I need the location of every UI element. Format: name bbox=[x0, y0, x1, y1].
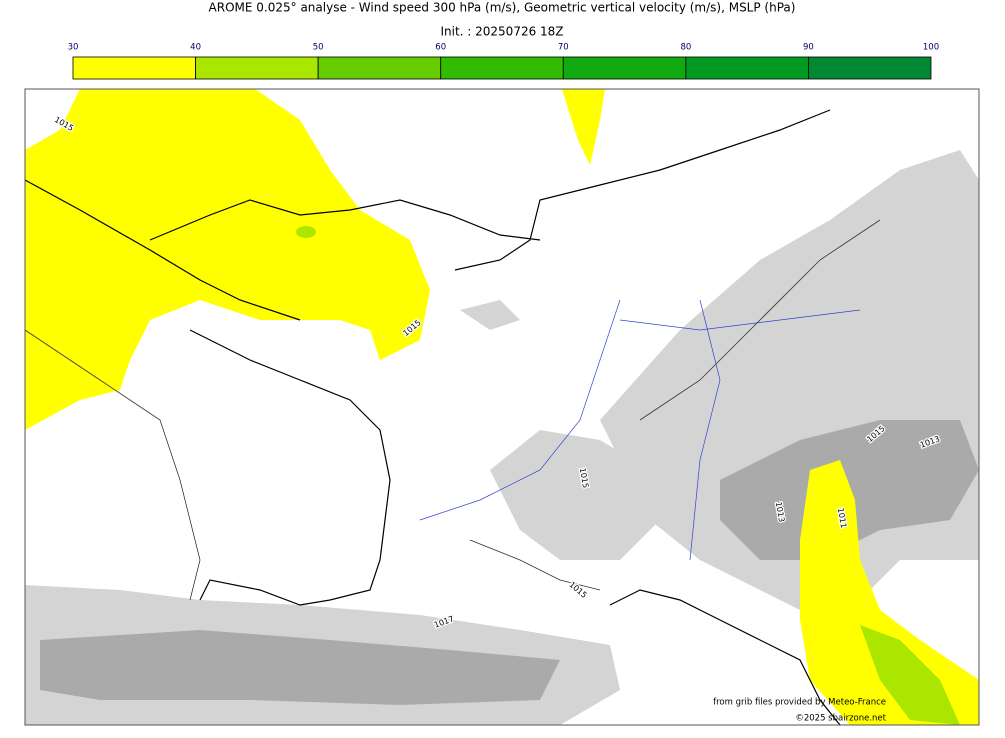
strong-uplift bbox=[40, 420, 979, 705]
credit: from grib files provided by Meteo-France bbox=[713, 698, 886, 708]
wind-speed-50 bbox=[296, 226, 316, 238]
colorbar-tick-label: 90 bbox=[803, 43, 814, 53]
colorbar-segment bbox=[440, 56, 564, 80]
coastlines bbox=[24, 109, 841, 726]
colorbar-tick-label: 30 bbox=[68, 43, 79, 53]
colorbar-segment bbox=[72, 56, 196, 80]
colorbar-segment bbox=[562, 56, 687, 80]
colorbar-tick-label: 100 bbox=[923, 43, 939, 53]
colorbar-tick-label: 50 bbox=[313, 43, 324, 53]
title: AROME 0.025° analyse - Wind speed 300 hP… bbox=[209, 1, 796, 15]
colorbar-tick-label: 70 bbox=[558, 43, 569, 53]
rivers bbox=[419, 299, 861, 561]
isobars bbox=[24, 219, 881, 601]
colorbar: 30 40 50 60 70 80 90 100 bbox=[68, 43, 939, 80]
map-frame bbox=[24, 88, 980, 726]
colorbar-tick-label: 40 bbox=[190, 43, 201, 53]
wind-speed-areas bbox=[25, 89, 979, 725]
colorbar-segment bbox=[317, 56, 442, 80]
wind-speed-50 bbox=[860, 625, 960, 725]
colorbar-tick-label: 60 bbox=[435, 43, 446, 53]
subtitle: Init. : 20250726 18Z bbox=[440, 25, 563, 39]
colorbar-segment bbox=[808, 56, 932, 80]
colorbar-tick-label: 80 bbox=[680, 43, 691, 53]
colorbar-segment bbox=[685, 56, 809, 80]
credit: ©2025 sbairzone.net bbox=[795, 714, 886, 724]
colorbar-segment bbox=[195, 56, 319, 80]
